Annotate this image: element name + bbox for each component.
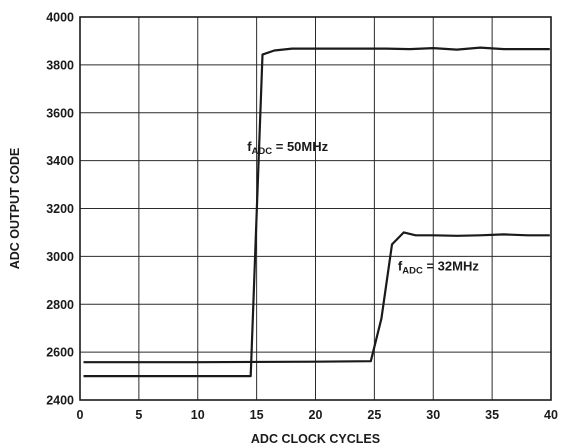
y-tick-labels: 2400 2600 2800 3000 3200 3400 3600 3800 4000 [46,11,74,408]
y-tick-label: 3800 [46,58,74,72]
series-line-1 [83,46,550,378]
x-tick-label: 5 [135,408,142,422]
y-tick-label: 4000 [46,11,74,25]
x-tick-label: 25 [367,408,381,422]
x-tick-label: 30 [426,408,440,422]
y-tick-label: 3200 [46,202,74,216]
y-tick-label: 2400 [46,394,74,408]
x-axis-title: ADC CLOCK CYCLES [251,432,380,446]
series-annotations: fADC = 50MHz fADC = 32MHz [247,139,479,277]
x-tick-label: 35 [485,408,499,422]
series-label-2: fADC = 32MHz [398,259,479,277]
y-tick-label: 3000 [46,250,74,264]
x-tick-label: 40 [544,408,558,422]
y-tick-label: 2600 [46,346,74,360]
series-line-2 [83,231,550,364]
y-axis-title: ADC OUTPUT CODE [8,148,22,270]
x-tick-label: 20 [309,408,323,422]
x-tick-labels: 0 5 10 15 20 25 30 35 40 [77,408,558,422]
x-tick-label: 15 [250,408,264,422]
y-tick-label: 3600 [46,106,74,120]
y-tick-label: 2800 [46,298,74,312]
x-tick-label: 0 [77,408,84,422]
y-tick-label: 3400 [46,154,74,168]
grid [79,16,552,401]
series-label-1: fADC = 50MHz [247,139,328,157]
x-tick-label: 10 [191,408,205,422]
plot-frame [79,16,552,401]
series-group [83,46,550,378]
